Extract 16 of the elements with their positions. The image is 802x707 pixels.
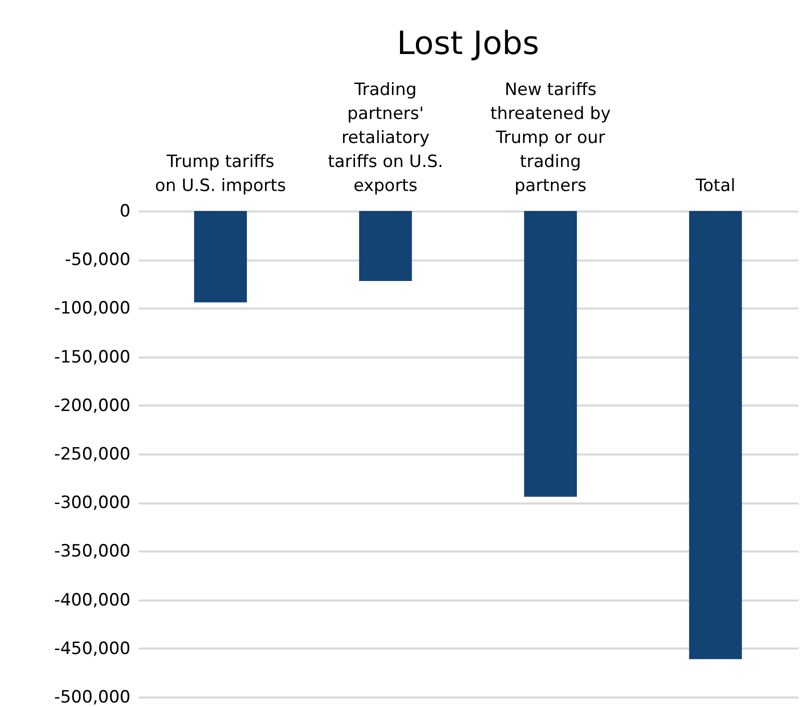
y-tick-label: -350,000	[54, 542, 130, 562]
y-tick-label: -250,000	[54, 444, 130, 464]
y-tick-label: -400,000	[54, 590, 130, 610]
chart-title: Lost Jobs	[396, 24, 540, 62]
y-tick-label: -450,000	[54, 638, 130, 659]
y-tick-label: 0	[120, 202, 130, 222]
y-tick-label: -200,000	[54, 396, 130, 416]
y-tick-label: -150,000	[54, 347, 130, 368]
y-tick-label: -500,000	[54, 688, 130, 707]
x-tick-label: Trading partners' retaliatory tariffs on U.S. exports	[328, 80, 444, 196]
x-tick-label: Trump tariffs on U.S. imports	[154, 152, 286, 196]
y-tick-label: -300,000	[54, 493, 130, 514]
y-tick-label: -50,000	[64, 250, 130, 270]
y-tick-label: -100,000	[54, 298, 130, 319]
x-tick-label: Total	[694, 176, 736, 196]
x-tick-label: New tariffs threatened by Trump or our trading partners	[490, 80, 611, 196]
